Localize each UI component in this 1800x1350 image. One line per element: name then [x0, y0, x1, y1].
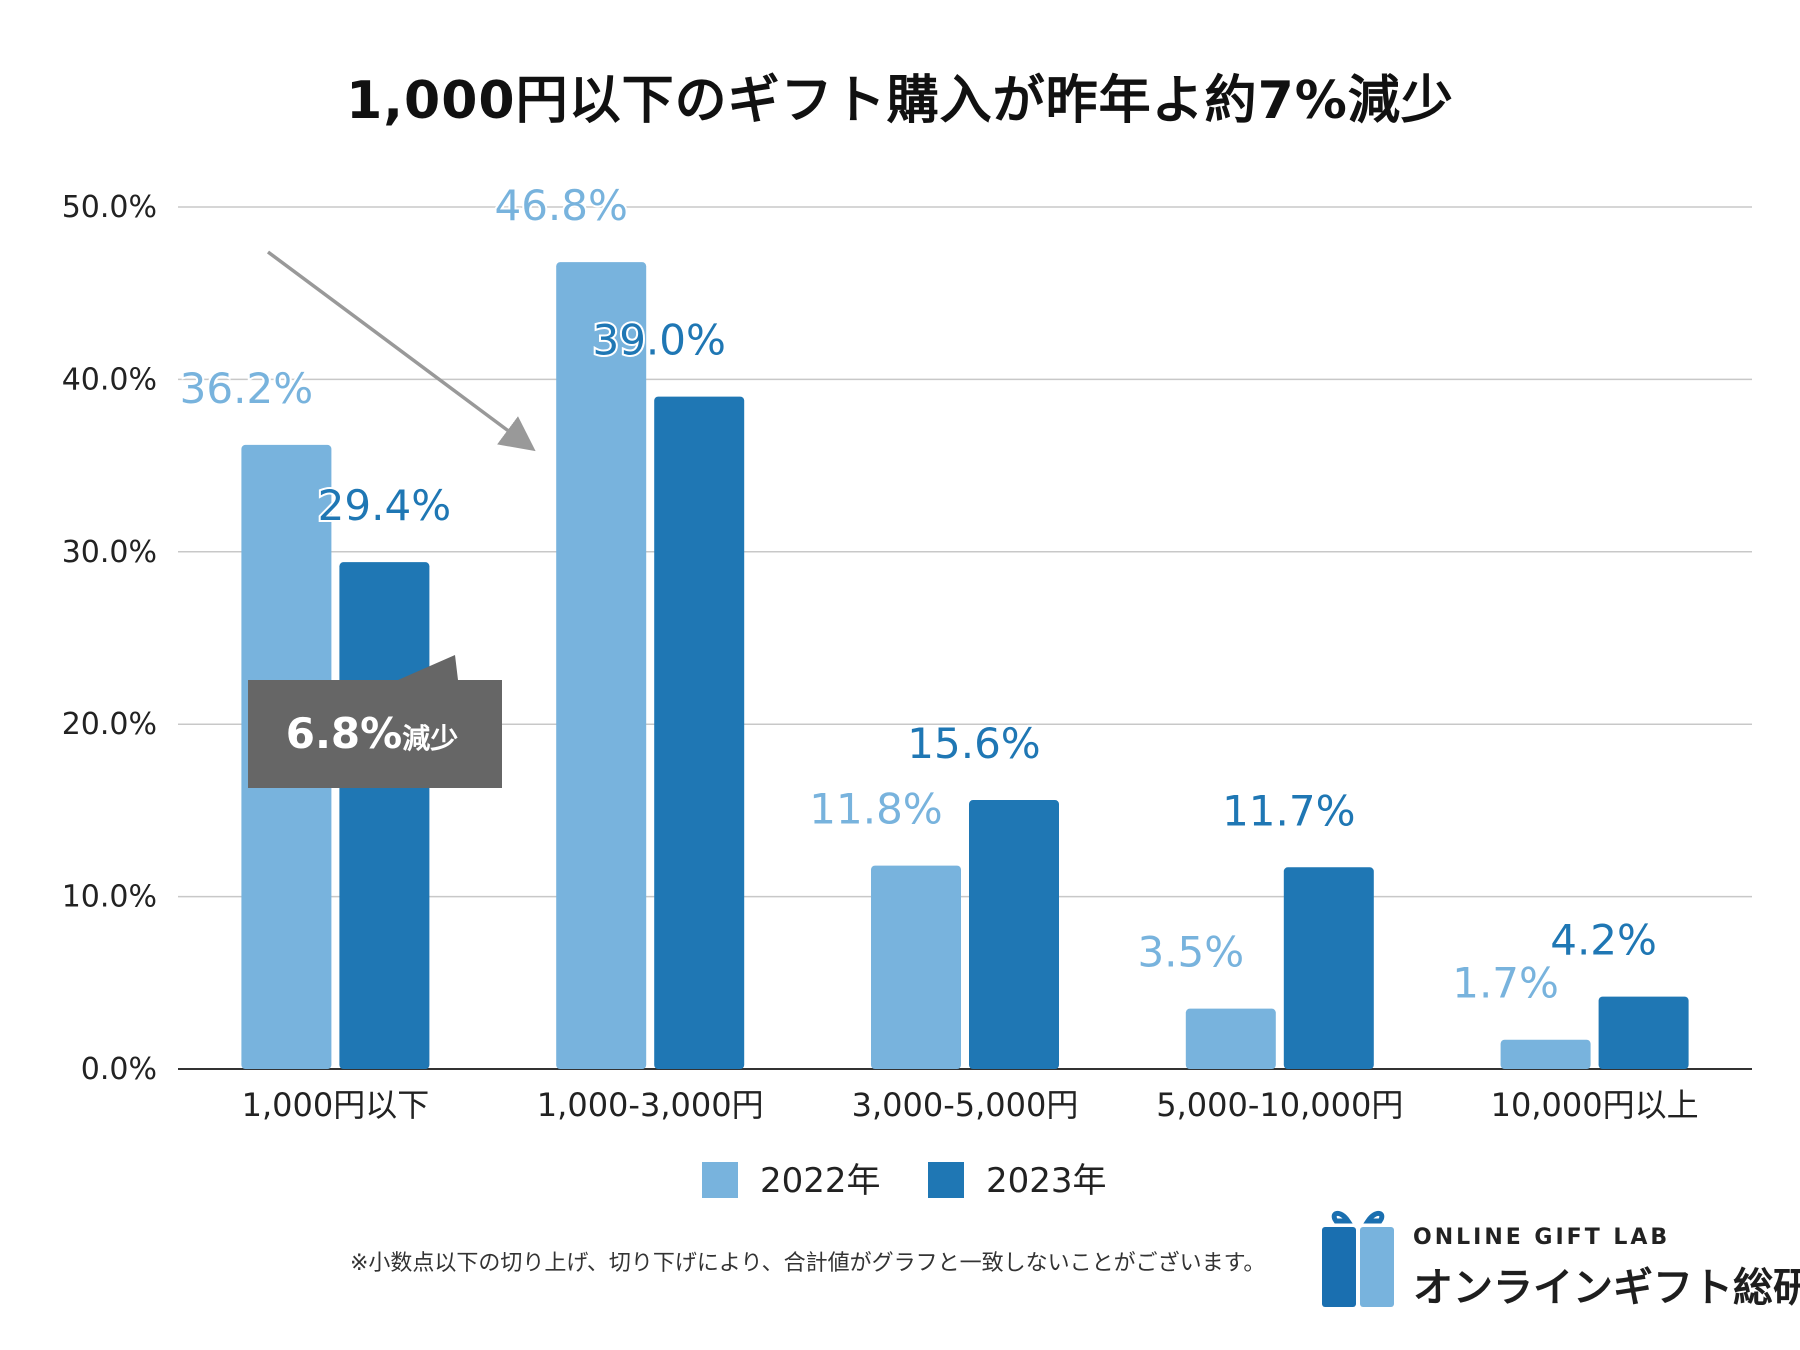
data-label: 4.2%: [1550, 916, 1657, 965]
trend-arrow: [266, 250, 536, 452]
bar-2023: [969, 800, 1059, 1069]
x-tick-label: 1,000円以下: [242, 1086, 430, 1124]
x-tick-label: 10,000円以上: [1491, 1086, 1699, 1124]
x-tick-label: 5,000-10,000円: [1156, 1086, 1403, 1124]
y-tick-label: 40.0%: [62, 362, 157, 397]
data-label: 29.4%: [318, 481, 451, 530]
bar-labels: 36.2% 29.4% 46.8% 39.0% 11.8% 15.6% 3.5% 11.7% 1…: [178, 179, 1659, 1010]
bar-2022: [556, 262, 647, 1070]
bar-2023: [1598, 996, 1689, 1069]
bar-2023: [1283, 867, 1374, 1069]
chart-title: 1,000円以下のギフト購入が昨年よ約7%減少: [346, 71, 1454, 131]
y-tick-label: 10.0%: [62, 880, 157, 915]
legend-label: 2022年: [760, 1161, 881, 1201]
data-label: 11.8%: [809, 785, 942, 834]
bars: [241, 262, 1689, 1070]
y-tick-label: 30.0%: [62, 535, 157, 570]
legend-swatch: [702, 1162, 738, 1198]
y-axis-ticks: 0.0% 10.0% 20.0% 30.0% 40.0% 50.0%: [62, 190, 157, 1087]
bar-2022: [871, 865, 961, 1069]
bar-2023: [339, 562, 430, 1069]
logo-text-jp: オンラインギフト総研: [1413, 1265, 1800, 1311]
bar-2022: [1185, 1008, 1276, 1069]
data-label: 36.2%: [180, 364, 313, 413]
data-label: 15.6%: [907, 719, 1040, 768]
data-label: 46.8%: [494, 181, 627, 230]
x-tick-label: 3,000-5,000円: [852, 1086, 1079, 1124]
decrease-annotation: 6.8%減少: [248, 250, 536, 788]
legend-label: 2023年: [986, 1161, 1107, 1201]
data-label: 11.7%: [1222, 786, 1355, 835]
data-label: 39.0%: [592, 316, 725, 365]
data-label: 1.7%: [1452, 959, 1559, 1008]
x-tick-label: 1,000-3,000円: [537, 1086, 764, 1124]
x-axis-ticks: 1,000円以下 1,000-3,000円 3,000-5,000円 5,000-10…: [242, 1086, 1699, 1124]
legend: 2022年 2023年: [702, 1161, 1107, 1201]
y-tick-label: 50.0%: [62, 190, 157, 225]
logo-text-en: ONLINE GIFT LAB: [1413, 1225, 1671, 1250]
bar-2023: [654, 396, 745, 1069]
y-tick-label: 20.0%: [62, 707, 157, 742]
y-tick-label: 0.0%: [81, 1052, 157, 1087]
gift-box-icon: [1322, 1211, 1394, 1307]
footnote: ※小数点以下の切り上げ、切り下げにより、合計値がグラフと一致しないことがございま…: [350, 1251, 1266, 1276]
data-label: 3.5%: [1137, 928, 1244, 977]
annotation-box: [248, 655, 502, 788]
bar-2022: [1500, 1039, 1591, 1069]
logo: ONLINE GIFT LAB オンラインギフト総研: [1318, 1203, 1800, 1313]
annotation-text: 6.8%減少: [286, 709, 459, 758]
legend-swatch: [928, 1162, 964, 1198]
